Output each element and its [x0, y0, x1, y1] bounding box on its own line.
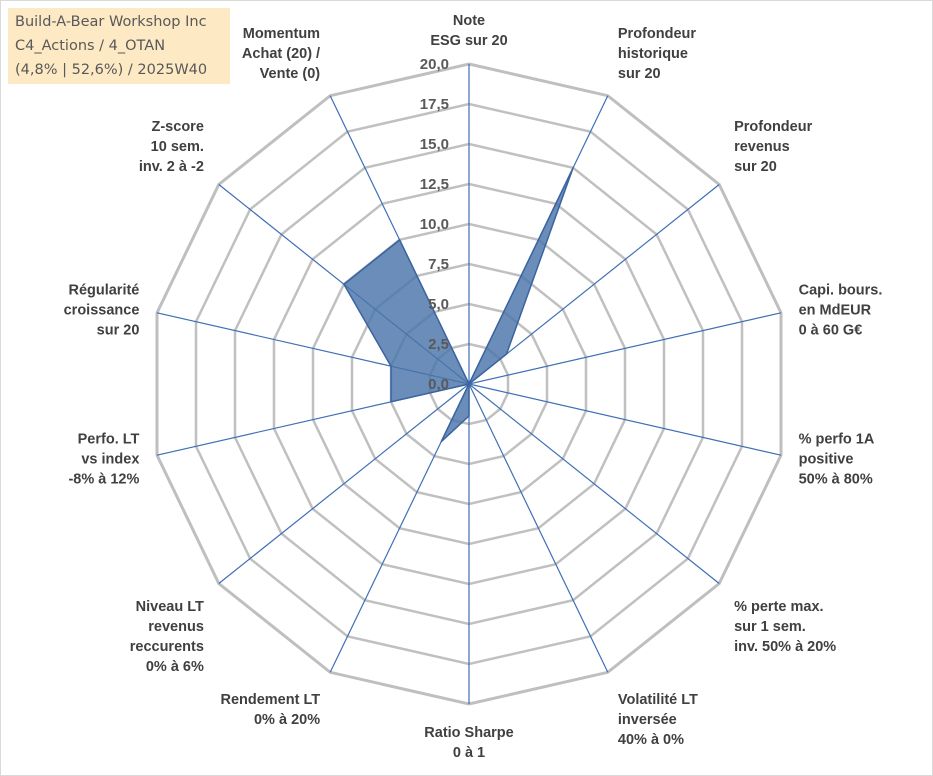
radar-axis-label-line: Vente (0) [260, 66, 321, 82]
radar-axis-label-line: croissance [64, 303, 140, 319]
radar-axis-label: Rendement LT 0% à 20% [220, 692, 320, 728]
radar-tick-label: 7,5 [428, 256, 449, 273]
radar-axis-label-line: reccurents [130, 639, 204, 655]
radar-axis-label-line: sur 20 [618, 66, 661, 82]
radar-axis-label: Profondeur historique sur 20 [618, 26, 696, 82]
radar-axis-label-line: 40% à 0% [618, 732, 684, 748]
radar-axis-label-line: sur 20 [734, 159, 777, 175]
radar-tick-label: 10,0 [420, 216, 449, 233]
radar-axis-label: Capi. bours. en MdEUR 0 à 60 G€ [799, 283, 883, 339]
radar-axis-label-line: Rendement LT [220, 692, 320, 708]
radar-axis-label: Perfo. LT vs index -8% à 12% [68, 431, 139, 487]
radar-axis-label-line: 50% à 80% [799, 471, 873, 487]
score-and-week: (4,8% | 52,6%) / 2025W40 [15, 62, 208, 78]
radar-axis-label-line: 0% à 20% [254, 712, 320, 728]
radar-axis-label: % perte max. sur 1 sem. inv. 50% à 20% [734, 599, 836, 655]
radar-axis-label-line: sur 1 sem. [734, 619, 806, 635]
radar-axis-label-line: -8% à 12% [68, 471, 139, 487]
radar-axis-label-line: Momentum [243, 26, 320, 42]
radar-spoke [468, 383, 782, 456]
radar-spoke [218, 383, 470, 584]
radar-tick-label: 0,0 [428, 376, 449, 393]
radar-axis-label-line: % perte max. [734, 599, 823, 615]
radar-axis-label-line: historique [618, 46, 688, 62]
radar-tick-label: 5,0 [428, 296, 449, 313]
radar-axis-label-line: positive [799, 451, 854, 467]
radar-axis-label-line: ESG sur 20 [430, 33, 507, 49]
radar-axis-label-line: inv. 50% à 20% [734, 639, 836, 655]
radar-axis-label-line: 10 sem. [151, 139, 204, 155]
radar-axis-label-line: 0% à 6% [146, 659, 204, 675]
radar-axis-label: Momentum Achat (20) / Vente (0) [242, 26, 320, 82]
radar-axis-label-line: Capi. bours. [799, 283, 883, 299]
radar-axis-label-line: vs index [81, 451, 139, 467]
chart-title-box: Build-A-Bear Workshop Inc C4_Actions / 4… [8, 8, 230, 84]
radar-axis-label: % perfo 1A positive 50% à 80% [799, 431, 875, 487]
radar-axis-label-line: 0 à 1 [453, 745, 485, 761]
radar-axis-label: Régularité croissance sur 20 [64, 283, 140, 339]
radar-axis-label-line: Volatilité LT [618, 692, 698, 708]
radar-axis-label: Niveau LT revenus reccurents 0% à 6% [130, 599, 204, 675]
radar-axis-label: Profondeur revenus sur 20 [734, 119, 812, 175]
radar-axis-label-line: Perfo. LT [78, 431, 140, 447]
radar-axis-label-line: inversée [618, 712, 677, 728]
radar-axis-label: Ratio Sharpe 0 à 1 [424, 725, 513, 761]
radar-axis-label-line: sur 20 [97, 323, 140, 339]
radar-axis-label: Note ESG sur 20 [430, 13, 507, 49]
radar-axis-label: Z-score 10 sem. inv. 2 à -2 [139, 119, 204, 175]
radar-axis-label-line: revenus [148, 619, 204, 635]
radar-tick-label: 20,0 [420, 56, 449, 73]
radar-axis-label-line: % perfo 1A [799, 431, 875, 447]
radar-axis-label-line: Régularité [68, 283, 139, 299]
radar-axis-label: Volatilité LT inversée 40% à 0% [618, 692, 698, 748]
portfolio-category: C4_Actions / 4_OTAN [15, 38, 166, 54]
radar-axis-label-line: inv. 2 à -2 [139, 159, 204, 175]
radar-axis-label-line: Ratio Sharpe [424, 725, 513, 741]
radar-spoke [468, 184, 720, 385]
radar-tick-label: 2,5 [428, 336, 449, 353]
radar-axis-label-line: Z-score [152, 119, 204, 135]
radar-axis-label-line: en MdEUR [799, 303, 872, 319]
radar-data-area [343, 167, 574, 443]
radar-axis-label-line: Note [453, 13, 485, 29]
radar-tick-label: 17,5 [420, 96, 449, 113]
radar-spoke [468, 383, 720, 584]
radar-axis-label-line: Profondeur [618, 26, 696, 42]
radar-spoke [468, 383, 609, 673]
radar-axis-label-line: revenus [734, 139, 790, 155]
radar-axis-label-line: Niveau LT [136, 599, 204, 615]
radar-tick-label: 15,0 [420, 136, 449, 153]
radar-spoke [468, 312, 782, 385]
radar-axis-label-line: Profondeur [734, 119, 812, 135]
radar-axis-label-line: Achat (20) / [242, 46, 320, 62]
radar-axis-label-line: 0 à 60 G€ [799, 323, 863, 339]
radar-tick-label: 12,5 [420, 176, 449, 193]
company-name: Build-A-Bear Workshop Inc [15, 14, 207, 30]
